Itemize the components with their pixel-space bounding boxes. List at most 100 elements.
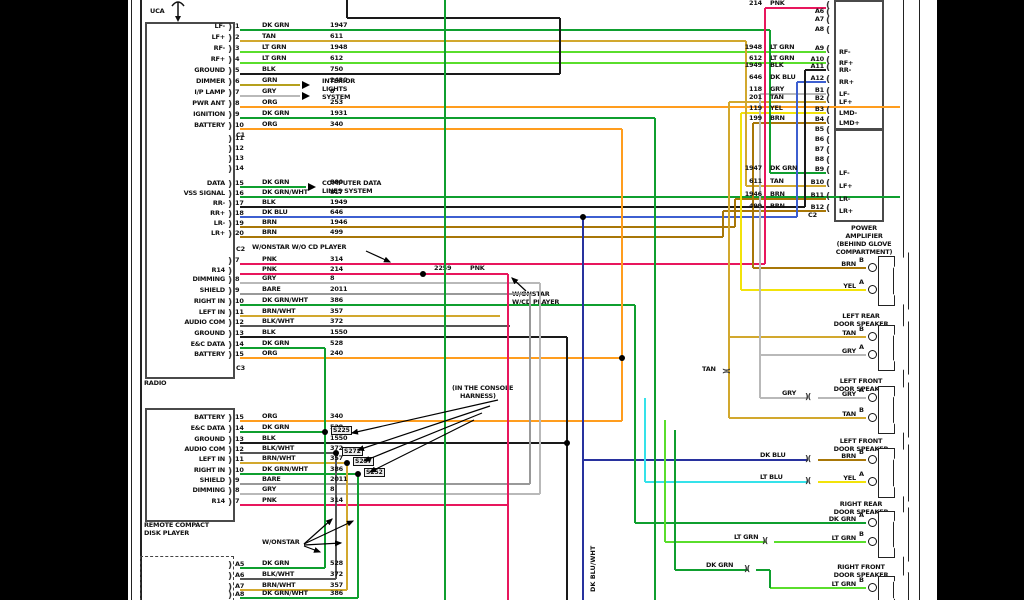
pin-number: A9	[814, 44, 824, 52]
wire-color-label: DK BLU	[760, 451, 786, 459]
pin-bracket: )	[228, 89, 233, 99]
pin-function-label: GROUND	[194, 66, 225, 74]
wire-segment	[741, 112, 826, 114]
onstar-connector-box	[140, 556, 234, 600]
pin-function-label: LEFT IN	[198, 455, 225, 463]
radio-connector-box	[145, 22, 235, 379]
wire-color-label: YEL	[770, 104, 783, 112]
pin-bracket: )	[228, 561, 233, 571]
wire-segment	[240, 273, 508, 275]
interior-lights-note: INTERIOR	[322, 77, 356, 85]
wire-segment	[756, 569, 770, 571]
wire-color-label: DK GRN	[262, 178, 290, 186]
speaker-icon	[878, 256, 895, 306]
circuit-number-label: 499	[749, 202, 762, 210]
wire-color-label: ORG	[262, 349, 278, 357]
wire-segment	[769, 570, 771, 588]
inline-connector-icon: )(	[805, 476, 811, 485]
amp-caption: COMPARTMENT)	[835, 248, 893, 256]
pin-bracket: (	[826, 166, 831, 176]
console-harness-note: (IN THE CONSOLE	[452, 384, 514, 392]
wire-color-label: YEL	[843, 474, 856, 482]
speaker-terminal	[868, 455, 877, 464]
pin-function-label: R14	[211, 497, 226, 505]
pin-number: 15	[235, 413, 244, 421]
pin-bracket: (	[826, 26, 831, 36]
pin-bracket: )	[228, 45, 233, 55]
wire-segment	[444, 0, 446, 600]
wire-segment	[805, 69, 826, 71]
pin-bracket: )	[228, 436, 233, 446]
pin-number: 1	[235, 22, 240, 30]
pin-function-label: SHIELD	[199, 286, 226, 294]
wire-color-label: GRY	[782, 389, 797, 397]
pin-bracket: )	[228, 287, 233, 297]
speaker-caption: LEFT REAR	[842, 312, 880, 320]
pin-number: B3	[814, 105, 824, 113]
pin-bracket: (	[826, 204, 831, 214]
pin-bracket: (	[826, 179, 831, 189]
pin-function-label: R14	[211, 266, 226, 274]
splice-label: S272	[342, 447, 363, 456]
wire-segment	[566, 337, 568, 600]
wire-segment	[240, 293, 530, 295]
wire-segment	[240, 128, 622, 130]
pin-number: A12	[810, 74, 825, 82]
circuit-number-label: 499	[330, 228, 343, 236]
connector-section-label: C2	[236, 245, 245, 253]
pin-number: 8	[235, 275, 240, 283]
wire-color-label: LT GRN	[734, 533, 759, 541]
pin-bracket: )	[228, 111, 233, 121]
cd-player-label: REMOTE COMPACT	[144, 521, 209, 529]
pin-number: 12	[235, 318, 244, 326]
pin-number: 11	[235, 455, 244, 463]
junction-dot	[420, 271, 426, 277]
pin-function-label: DIMMER	[196, 77, 225, 85]
wire-color-label: GRY	[262, 274, 277, 282]
wire-segment	[753, 122, 826, 124]
pin-function-label: GROUND	[194, 329, 225, 337]
pin-bracket: )	[228, 190, 233, 200]
speaker-terminal	[868, 537, 877, 546]
cd-player-connector-box	[145, 408, 235, 522]
page-border-line	[131, 0, 132, 600]
pin-bracket: )	[228, 155, 233, 165]
circuit-number-label: 314	[330, 496, 343, 504]
wire-segment	[644, 398, 646, 482]
pin-bracket: )	[228, 467, 233, 477]
wire-segment	[240, 493, 540, 495]
wire-segment	[583, 459, 808, 461]
wire-segment	[665, 541, 766, 543]
wire-color-label: DK GRN	[770, 164, 798, 172]
wire-segment	[729, 101, 826, 103]
amp-connector-a-box	[834, 0, 884, 131]
wire-color-label: LT GRN	[262, 43, 287, 51]
pin-bracket: )	[228, 200, 233, 210]
speaker-icon	[878, 511, 895, 558]
channel-label: LMD-	[839, 109, 858, 117]
wire-color-label: ORG	[262, 412, 278, 420]
wire-segment	[634, 305, 636, 523]
wire-segment	[765, 7, 826, 9]
circuit-number-label: 528	[330, 559, 343, 567]
wire-color-label: PNK	[262, 265, 277, 273]
pin-function-label: BATTERY	[194, 413, 225, 421]
wire-color-label: DK GRN	[262, 109, 290, 117]
pin-number: 9	[235, 286, 240, 294]
channel-label: LR-	[839, 195, 851, 203]
splice-label: S257	[353, 457, 374, 466]
pin-bracket: (	[826, 56, 831, 66]
pin-bracket: )	[228, 487, 233, 497]
pin-bracket: )	[228, 34, 233, 44]
pin-number: B8	[814, 155, 824, 163]
speaker-icon	[878, 386, 895, 434]
pin-number: 4	[235, 55, 240, 63]
circuit-number-label: 314	[330, 255, 343, 263]
pin-function-label: DIMMING	[192, 275, 225, 283]
connector-section-label: C3	[236, 364, 245, 372]
wire-color-label: GRY	[262, 485, 277, 493]
wire-segment	[240, 483, 530, 485]
wire-segment	[654, 118, 656, 600]
wire-segment	[240, 282, 540, 284]
